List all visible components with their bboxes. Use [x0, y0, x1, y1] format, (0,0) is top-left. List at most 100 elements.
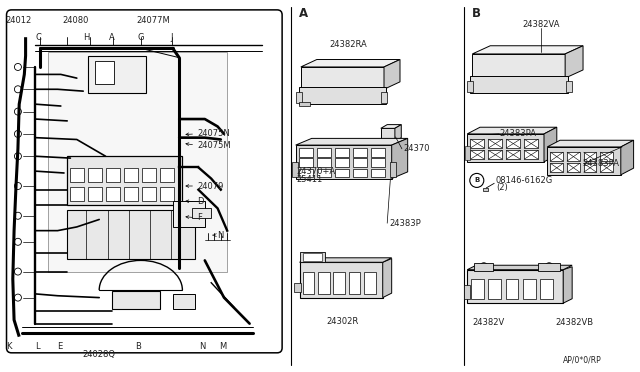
Bar	[471, 279, 484, 299]
Text: N: N	[218, 231, 224, 240]
Polygon shape	[301, 60, 400, 67]
Bar	[317, 158, 331, 167]
Bar	[506, 139, 520, 148]
Polygon shape	[472, 54, 565, 78]
Text: K: K	[6, 342, 12, 351]
Bar	[173, 201, 205, 227]
Text: 24382RA: 24382RA	[330, 40, 367, 49]
Polygon shape	[395, 125, 401, 141]
Bar	[390, 162, 396, 177]
Bar	[523, 279, 536, 299]
Bar	[88, 187, 102, 201]
Polygon shape	[384, 60, 400, 89]
Text: 24075N: 24075N	[197, 129, 230, 138]
Text: L: L	[35, 342, 40, 351]
Bar	[67, 210, 195, 259]
Polygon shape	[544, 127, 557, 162]
Text: B: B	[472, 7, 481, 20]
Bar	[299, 148, 313, 157]
Bar	[566, 81, 572, 92]
Bar	[600, 163, 613, 172]
Text: 24012: 24012	[5, 16, 31, 25]
Polygon shape	[301, 67, 384, 89]
Text: 24383PA: 24383PA	[582, 159, 620, 168]
Bar	[300, 252, 325, 262]
Bar	[600, 152, 613, 161]
Text: 24075M: 24075M	[197, 141, 231, 150]
Bar	[488, 150, 502, 159]
Bar	[192, 208, 211, 218]
Polygon shape	[565, 46, 583, 78]
Bar	[567, 163, 580, 172]
Text: 24080: 24080	[63, 16, 89, 25]
Bar	[333, 272, 345, 294]
Bar	[95, 61, 114, 84]
Bar	[124, 168, 138, 182]
Bar	[524, 150, 538, 159]
Bar	[353, 158, 367, 167]
Text: (2): (2)	[496, 183, 508, 192]
Text: 08146-6162G: 08146-6162G	[496, 176, 553, 185]
Bar	[488, 279, 501, 299]
Text: 25411: 25411	[296, 175, 323, 184]
Bar	[88, 56, 146, 93]
Polygon shape	[296, 145, 392, 179]
Bar	[173, 294, 195, 309]
Bar	[160, 168, 174, 182]
Text: 24079: 24079	[197, 182, 223, 190]
Bar	[464, 285, 470, 299]
Text: M: M	[219, 342, 227, 351]
Bar	[584, 163, 596, 172]
Bar	[299, 158, 313, 167]
Polygon shape	[381, 125, 401, 128]
Bar	[353, 169, 367, 177]
Bar	[335, 169, 349, 177]
Text: 24370+A: 24370+A	[296, 167, 335, 176]
Polygon shape	[300, 258, 392, 262]
Bar	[371, 158, 385, 167]
Text: 24077M: 24077M	[136, 16, 170, 25]
Bar	[538, 263, 560, 271]
Bar	[317, 169, 331, 177]
Bar	[349, 272, 360, 294]
Text: N: N	[199, 342, 205, 351]
Bar	[299, 102, 310, 106]
Bar	[353, 148, 367, 157]
Text: H: H	[83, 33, 90, 42]
Bar	[467, 81, 473, 92]
Polygon shape	[563, 267, 572, 303]
Bar	[106, 168, 120, 182]
Bar	[70, 187, 84, 201]
Text: AP/0*0/RP: AP/0*0/RP	[563, 356, 602, 365]
Polygon shape	[383, 259, 392, 298]
Bar	[506, 150, 520, 159]
Bar	[364, 272, 376, 294]
Text: 24382V: 24382V	[472, 318, 504, 327]
Bar	[540, 279, 553, 299]
Bar	[300, 262, 383, 298]
Polygon shape	[296, 138, 408, 145]
Bar	[303, 253, 322, 261]
Bar	[88, 168, 102, 182]
Bar	[371, 169, 385, 177]
Bar	[299, 87, 386, 104]
Bar	[470, 139, 484, 148]
Bar	[506, 279, 518, 299]
Bar	[142, 187, 156, 201]
Bar	[467, 270, 563, 303]
Bar	[299, 169, 313, 177]
Bar	[303, 272, 314, 294]
Bar	[292, 162, 298, 177]
Bar	[335, 158, 349, 167]
Bar	[550, 152, 563, 161]
Text: F: F	[197, 213, 202, 222]
Text: C: C	[35, 33, 42, 42]
Bar	[142, 168, 156, 182]
Polygon shape	[467, 127, 557, 134]
Text: 24382VA: 24382VA	[522, 20, 559, 29]
Text: B: B	[474, 177, 479, 183]
Bar	[381, 92, 387, 103]
Bar	[160, 187, 174, 201]
Polygon shape	[467, 134, 544, 162]
Bar	[335, 148, 349, 157]
